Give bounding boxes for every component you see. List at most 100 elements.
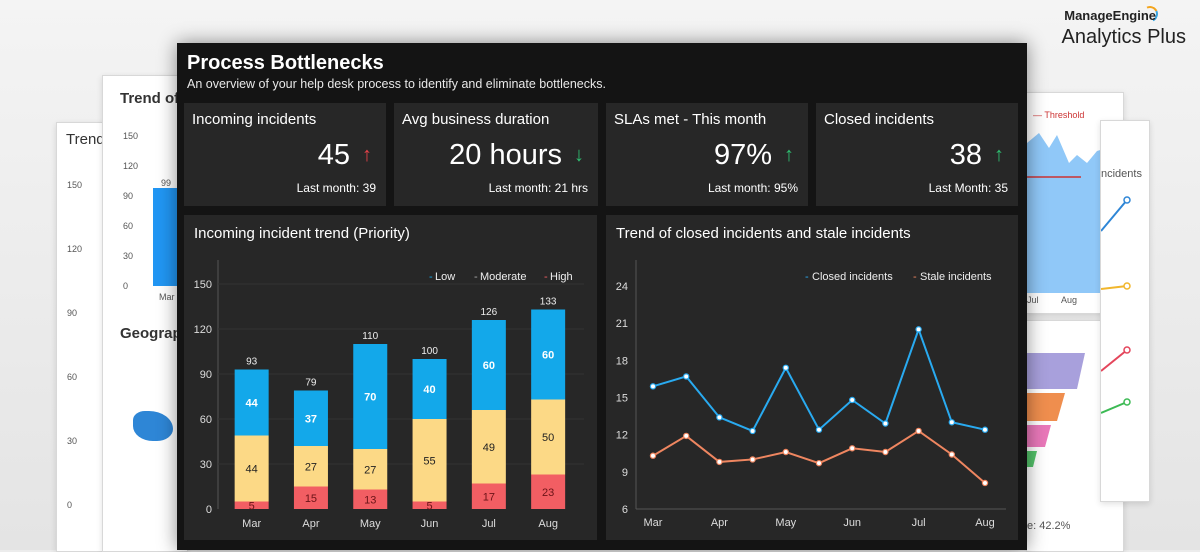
incoming-incident-trend-panel: Incoming incident trend (Priority) 150 12… bbox=[184, 215, 597, 540]
bar-segment-high bbox=[531, 474, 566, 509]
legend-marker: - bbox=[544, 271, 548, 283]
bar-segment-low bbox=[293, 390, 328, 446]
legend-marker: - bbox=[429, 271, 433, 283]
legend-label-stale: Stale incidents bbox=[920, 271, 992, 283]
background-month: Mar bbox=[159, 292, 175, 302]
kpi-value-row: 97% ↑ bbox=[714, 139, 796, 172]
bar-segment-low bbox=[412, 359, 447, 419]
bar-total-label: 126 bbox=[481, 307, 498, 318]
chart-title: Incoming incident trend (Priority) bbox=[194, 225, 410, 242]
bar-segment-moderate bbox=[531, 399, 566, 475]
y-tick-label: 90 bbox=[200, 369, 212, 381]
x-tick-label: Mar bbox=[242, 518, 261, 530]
y-tick-label: 60 bbox=[200, 414, 212, 426]
kpi-value-row: 38 ↑ bbox=[950, 139, 1006, 172]
bar-data-label: 55 bbox=[423, 455, 435, 467]
kpi-last-month: Last Month: 35 bbox=[928, 181, 1008, 195]
data-point-closed bbox=[716, 414, 723, 421]
data-point-stale bbox=[815, 459, 823, 467]
background-tick: 60 bbox=[123, 221, 134, 231]
legend-marker: - bbox=[474, 271, 478, 283]
data-point-closed bbox=[948, 419, 955, 426]
background-tick: 90 bbox=[67, 308, 78, 318]
bar-segment-moderate bbox=[412, 419, 447, 502]
data-point-closed bbox=[749, 427, 756, 435]
y-tick-label: 0 bbox=[206, 504, 212, 516]
bar-data-label: 40 bbox=[423, 384, 435, 396]
kpi-avg-business-duration[interactable]: Avg business duration 20 hours ↓ Last mo… bbox=[394, 103, 598, 206]
bar-segment-high bbox=[353, 489, 388, 509]
y-tick-label: 12 bbox=[616, 430, 628, 442]
kpi-last-month: Last month: 21 hrs bbox=[488, 181, 588, 195]
kpi-title: Avg business duration bbox=[402, 111, 550, 128]
dashboard-panel: Process Bottlenecks An overview of your … bbox=[177, 43, 1027, 550]
bar-data-label: 37 bbox=[305, 413, 317, 425]
bar-data-label: 60 bbox=[542, 350, 554, 362]
kpi-closed-incidents[interactable]: Closed incidents 38 ↑ Last Month: 35 bbox=[816, 103, 1018, 206]
y-tick-label: 21 bbox=[616, 318, 628, 330]
data-point-stale bbox=[848, 445, 856, 452]
bar-data-label: 50 bbox=[542, 432, 554, 444]
background-tick: 120 bbox=[123, 161, 139, 171]
brand-logo-line1: ManageEngine bbox=[1064, 8, 1156, 23]
background-incidents-label: ncidents bbox=[1101, 168, 1142, 180]
bar-segment-low bbox=[234, 369, 269, 436]
bar-segment-low bbox=[531, 309, 566, 400]
data-point-stale bbox=[782, 448, 789, 456]
bar-data-label: 5 bbox=[426, 500, 432, 512]
bar-total-label: 100 bbox=[421, 346, 438, 357]
bar-data-label: 17 bbox=[483, 491, 495, 503]
background-tick: 0 bbox=[67, 500, 73, 510]
bar-total-label: 93 bbox=[246, 357, 258, 368]
bar-segment-moderate bbox=[234, 435, 269, 502]
bar-data-label: 70 bbox=[364, 392, 376, 404]
x-tick-label: Jul bbox=[912, 517, 926, 529]
bar-segment-moderate bbox=[353, 449, 388, 490]
background-card-mid-title: Trend of bbox=[120, 90, 180, 107]
x-tick-label: Mar bbox=[644, 517, 663, 529]
kpi-slas-met[interactable]: SLAs met - This month 97% ↑ Last month: … bbox=[606, 103, 808, 206]
legend-marker: - bbox=[805, 271, 809, 283]
dashboard-title: Process Bottlenecks bbox=[187, 52, 384, 74]
bar-segment-low bbox=[471, 320, 506, 410]
arrow-down-icon: ↓ bbox=[574, 144, 584, 166]
x-tick-label: Aug bbox=[975, 517, 995, 529]
legend-label-moderate: Moderate bbox=[480, 271, 526, 283]
x-tick-label: Jul bbox=[482, 518, 496, 530]
bar-data-label: 5 bbox=[249, 500, 255, 512]
y-tick-label: 24 bbox=[616, 281, 628, 293]
kpi-value: 38 bbox=[949, 139, 982, 171]
bar-data-label: 49 bbox=[483, 442, 495, 454]
series-line-stale bbox=[652, 429, 986, 484]
background-tick: 150 bbox=[67, 180, 83, 190]
bar-total-label: 133 bbox=[540, 297, 557, 308]
kpi-incoming-incidents[interactable]: Incoming incidents 45 ↑ Last month: 39 bbox=[184, 103, 386, 206]
kpi-title: SLAs met - This month bbox=[614, 111, 767, 128]
dashboard-subtitle: An overview of your help desk process to… bbox=[187, 77, 606, 91]
arrow-up-icon: ↑ bbox=[784, 144, 794, 166]
y-tick-label: 120 bbox=[194, 324, 212, 336]
background-tick: 120 bbox=[67, 244, 83, 254]
background-tick: 90 bbox=[123, 191, 134, 201]
background-right-tick-jul: Jul bbox=[1027, 295, 1039, 305]
legend-label-high: High bbox=[550, 271, 573, 283]
data-point-closed bbox=[815, 426, 823, 433]
bar-segment-moderate bbox=[293, 446, 328, 487]
bar-total-label: 79 bbox=[305, 378, 317, 389]
bar-data-label: 60 bbox=[483, 360, 495, 372]
kpi-last-month: Last month: 39 bbox=[296, 181, 376, 195]
background-tick: 150 bbox=[123, 131, 139, 141]
data-point-stale bbox=[981, 479, 989, 487]
kpi-last-month: Last month: 95% bbox=[707, 181, 798, 195]
data-point-stale bbox=[882, 448, 889, 456]
background-line-chart bbox=[1101, 196, 1131, 414]
x-tick-label: Aug bbox=[538, 518, 558, 530]
legend-label-low: Low bbox=[435, 271, 455, 283]
y-tick-label: 9 bbox=[622, 467, 628, 479]
bar-data-label: 27 bbox=[364, 464, 376, 476]
bar-data-label: 13 bbox=[364, 494, 376, 506]
data-point-closed bbox=[915, 326, 922, 333]
background-tick: 0 bbox=[123, 281, 129, 291]
bar-data-label: 44 bbox=[246, 464, 258, 476]
